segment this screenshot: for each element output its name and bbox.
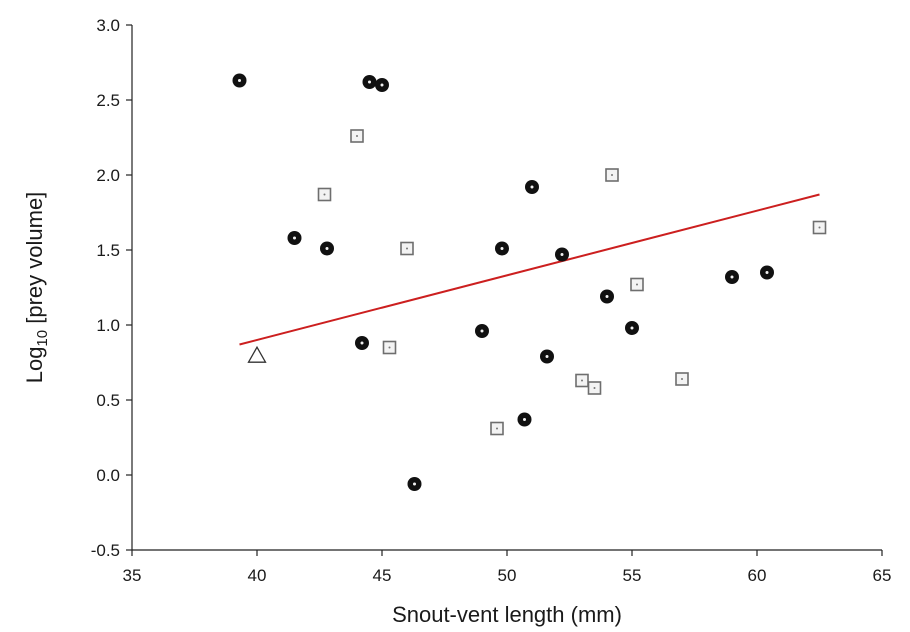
x-tick-label: 35 bbox=[123, 566, 142, 585]
y-axis-title-rest: [prey volume] bbox=[22, 192, 47, 330]
square-point-center bbox=[323, 193, 326, 196]
x-tick-label: 65 bbox=[873, 566, 892, 585]
square-point-center bbox=[406, 247, 408, 250]
regression-line bbox=[239, 193, 820, 346]
y-axis-title-subscript: 10 bbox=[34, 330, 51, 347]
y-tick-label: 3.0 bbox=[96, 16, 120, 35]
y-tick-label: 2.0 bbox=[96, 166, 120, 185]
circle-point-center bbox=[413, 482, 416, 486]
circle-point-center bbox=[765, 271, 769, 274]
square-point-center bbox=[388, 346, 391, 349]
square-point-center bbox=[593, 387, 596, 389]
circle-point-center bbox=[480, 329, 484, 333]
x-tick-label: 50 bbox=[498, 566, 517, 585]
circle-point-center bbox=[530, 185, 534, 189]
y-tick-label: 0.5 bbox=[96, 391, 120, 410]
y-axis-title-main: Log bbox=[22, 347, 47, 384]
circle-point-center bbox=[325, 247, 329, 250]
y-axis-title: Log10 [prey volume] bbox=[22, 192, 51, 384]
square-point-center bbox=[636, 283, 638, 286]
circle-point-center bbox=[500, 247, 504, 250]
circle-point-center bbox=[238, 79, 241, 82]
circle-point-center bbox=[293, 236, 296, 240]
y-tick-label: 1.0 bbox=[96, 316, 120, 335]
data-points bbox=[232, 73, 827, 491]
circle-point-center bbox=[605, 295, 609, 298]
square-point-center bbox=[581, 379, 583, 382]
circle-point-center bbox=[380, 83, 384, 87]
y-ticks: -0.5 0.0 0.5 1.0 1.5 2.0 2.5 3.0 bbox=[91, 16, 132, 560]
x-tick-label: 45 bbox=[373, 566, 392, 585]
circle-point-center bbox=[630, 326, 634, 330]
square-point-center bbox=[681, 378, 683, 380]
x-tick-label: 40 bbox=[248, 566, 267, 585]
square-point-center bbox=[496, 427, 498, 430]
x-tick-label: 55 bbox=[623, 566, 642, 585]
square-point-center bbox=[611, 174, 613, 176]
square-point-center bbox=[818, 226, 821, 229]
x-axis-title: Snout-vent length (mm) bbox=[392, 602, 622, 627]
y-tick-label: -0.5 bbox=[91, 541, 120, 560]
x-tick-label: 60 bbox=[748, 566, 767, 585]
axes bbox=[131, 25, 882, 551]
x-ticks: 35 40 45 50 55 60 65 bbox=[123, 550, 892, 585]
y-tick-label: 2.5 bbox=[96, 91, 120, 110]
triangle-point bbox=[247, 345, 267, 363]
circle-point-center bbox=[560, 253, 564, 256]
circle-point-center bbox=[545, 355, 549, 358]
y-tick-label: 0.0 bbox=[96, 466, 120, 485]
circle-point-center bbox=[523, 418, 526, 421]
circle-point-center bbox=[360, 341, 364, 345]
circle-point-center bbox=[730, 275, 734, 279]
square-point-center bbox=[356, 135, 358, 137]
circle-point-center bbox=[368, 80, 371, 84]
y-tick-label: 1.5 bbox=[96, 241, 120, 260]
